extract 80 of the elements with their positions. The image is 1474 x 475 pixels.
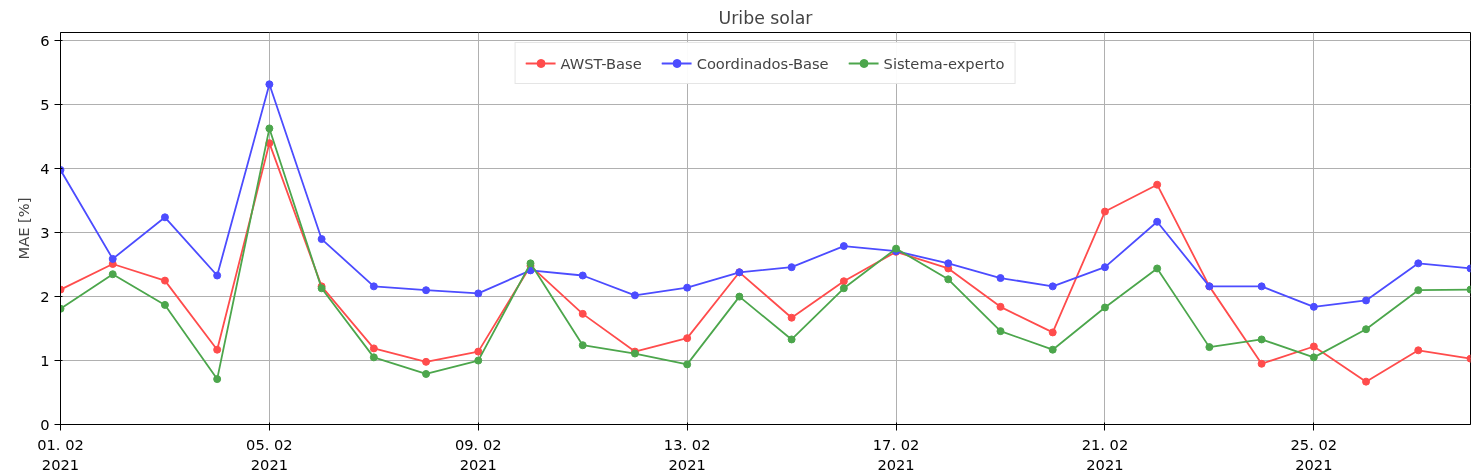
point (369, 344, 378, 353)
point (996, 327, 1005, 336)
x-tick-label: 01. 02 2021 (37, 435, 84, 473)
point (369, 282, 378, 291)
y-tick-label: 0 (40, 415, 50, 433)
point (213, 345, 222, 354)
point (474, 347, 483, 356)
point (369, 353, 378, 362)
point (839, 242, 848, 251)
point (1414, 286, 1423, 295)
x-tick-label: 05. 02 2021 (246, 435, 293, 473)
point (1362, 325, 1371, 334)
point (683, 283, 692, 292)
point (1362, 377, 1371, 386)
point (160, 276, 169, 285)
point (1257, 282, 1266, 291)
point (1100, 207, 1109, 216)
point (787, 263, 796, 272)
point (1048, 282, 1057, 291)
x-tick-label: 13. 02 2021 (663, 435, 711, 473)
point (1153, 264, 1162, 273)
point (1205, 343, 1214, 352)
point (996, 274, 1005, 283)
legend-label: Sistema-experto (883, 54, 1005, 72)
point (1362, 296, 1371, 305)
y-tick-label: 1 (40, 351, 50, 369)
point (578, 341, 587, 350)
point (1048, 345, 1057, 354)
point (1309, 353, 1318, 362)
point (683, 360, 692, 369)
point (422, 286, 431, 295)
point (1048, 328, 1057, 337)
point (1414, 346, 1423, 355)
point (422, 369, 431, 378)
y-tick-label: 3 (40, 223, 50, 241)
x-tick-label: 09. 02 2021 (454, 435, 502, 473)
point (213, 375, 222, 384)
point (1414, 259, 1423, 268)
y-tick-label: 4 (40, 159, 50, 177)
point (108, 254, 117, 263)
point (578, 271, 587, 280)
legend-label: Coordinados-Base (696, 54, 829, 72)
y-tick-label: 6 (40, 31, 50, 49)
y-axis-title: MAE [%] (15, 197, 33, 260)
point (265, 124, 274, 133)
point (160, 213, 169, 222)
point (944, 259, 953, 268)
point (474, 289, 483, 298)
x-tick-label: 21. 02 2021 (1081, 435, 1129, 473)
point (1309, 302, 1318, 311)
x-tick-label: 25. 02 2021 (1290, 435, 1338, 473)
point (996, 302, 1005, 311)
point (317, 235, 326, 244)
point (839, 284, 848, 293)
point (683, 334, 692, 343)
point (1309, 342, 1318, 351)
y-tick-label: 5 (40, 95, 50, 113)
point (213, 271, 222, 280)
point (1257, 359, 1266, 368)
point (422, 357, 431, 366)
point (160, 300, 169, 309)
point (1257, 335, 1266, 344)
legend-label: AWST-Base (560, 54, 642, 72)
point (578, 309, 587, 318)
point (839, 277, 848, 286)
point (735, 292, 744, 301)
x-tick-label: 17. 02 2021 (872, 435, 920, 473)
point (474, 356, 483, 365)
point (108, 270, 117, 279)
point (1100, 303, 1109, 312)
point (787, 313, 796, 322)
point (265, 80, 274, 89)
y-tick-label: 2 (40, 287, 50, 305)
point (944, 275, 953, 284)
point (1153, 180, 1162, 189)
point (1153, 217, 1162, 226)
chart-title: Uribe solar (718, 7, 814, 28)
point (1100, 263, 1109, 272)
point (630, 291, 639, 300)
point (787, 335, 796, 344)
